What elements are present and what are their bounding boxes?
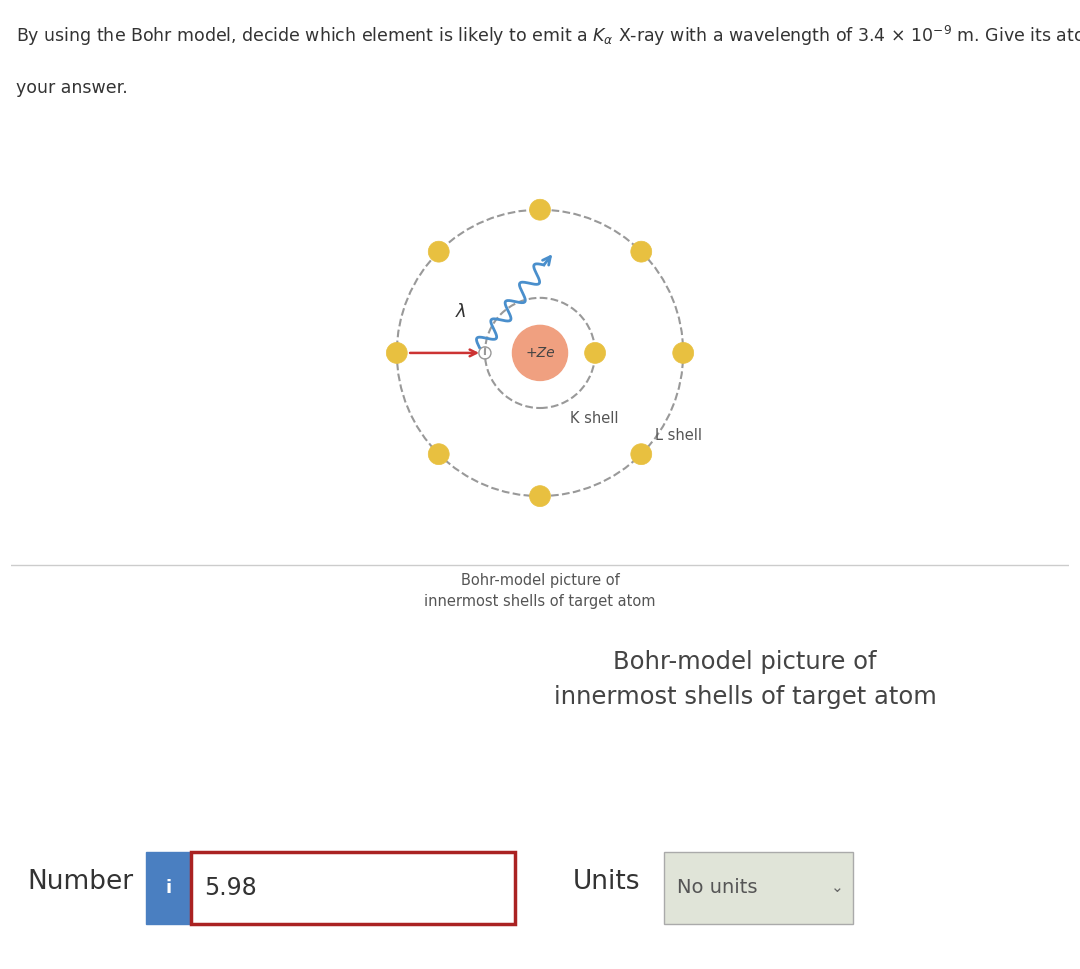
Text: Bohr-model picture of
innermost shells of target atom: Bohr-model picture of innermost shells o… <box>424 574 656 610</box>
Text: K shell: K shell <box>570 411 619 425</box>
Circle shape <box>631 444 651 465</box>
Circle shape <box>513 326 568 381</box>
Circle shape <box>429 444 449 465</box>
Circle shape <box>529 485 551 507</box>
FancyBboxPatch shape <box>146 852 191 924</box>
Circle shape <box>631 241 651 263</box>
Text: ⌄: ⌄ <box>831 881 843 895</box>
Circle shape <box>584 342 606 363</box>
Circle shape <box>429 241 449 263</box>
Text: Number: Number <box>27 869 133 895</box>
Text: Units: Units <box>572 869 639 895</box>
Text: L shell: L shell <box>654 428 702 444</box>
Text: $\lambda$: $\lambda$ <box>455 303 467 321</box>
FancyBboxPatch shape <box>191 852 515 924</box>
Text: 5.98: 5.98 <box>204 876 257 900</box>
Text: your answer.: your answer. <box>16 78 127 97</box>
Text: No units: No units <box>677 878 758 897</box>
Text: i: i <box>165 879 172 897</box>
Text: Bohr-model picture of
innermost shells of target atom: Bohr-model picture of innermost shells o… <box>554 649 936 709</box>
Circle shape <box>529 200 551 220</box>
FancyBboxPatch shape <box>664 852 853 924</box>
Text: By using the Bohr model, decide which element is likely to emit a $K_\alpha$ X-r: By using the Bohr model, decide which el… <box>16 23 1080 47</box>
Circle shape <box>387 342 407 363</box>
Circle shape <box>673 342 693 363</box>
Text: +Ze: +Ze <box>525 346 555 359</box>
